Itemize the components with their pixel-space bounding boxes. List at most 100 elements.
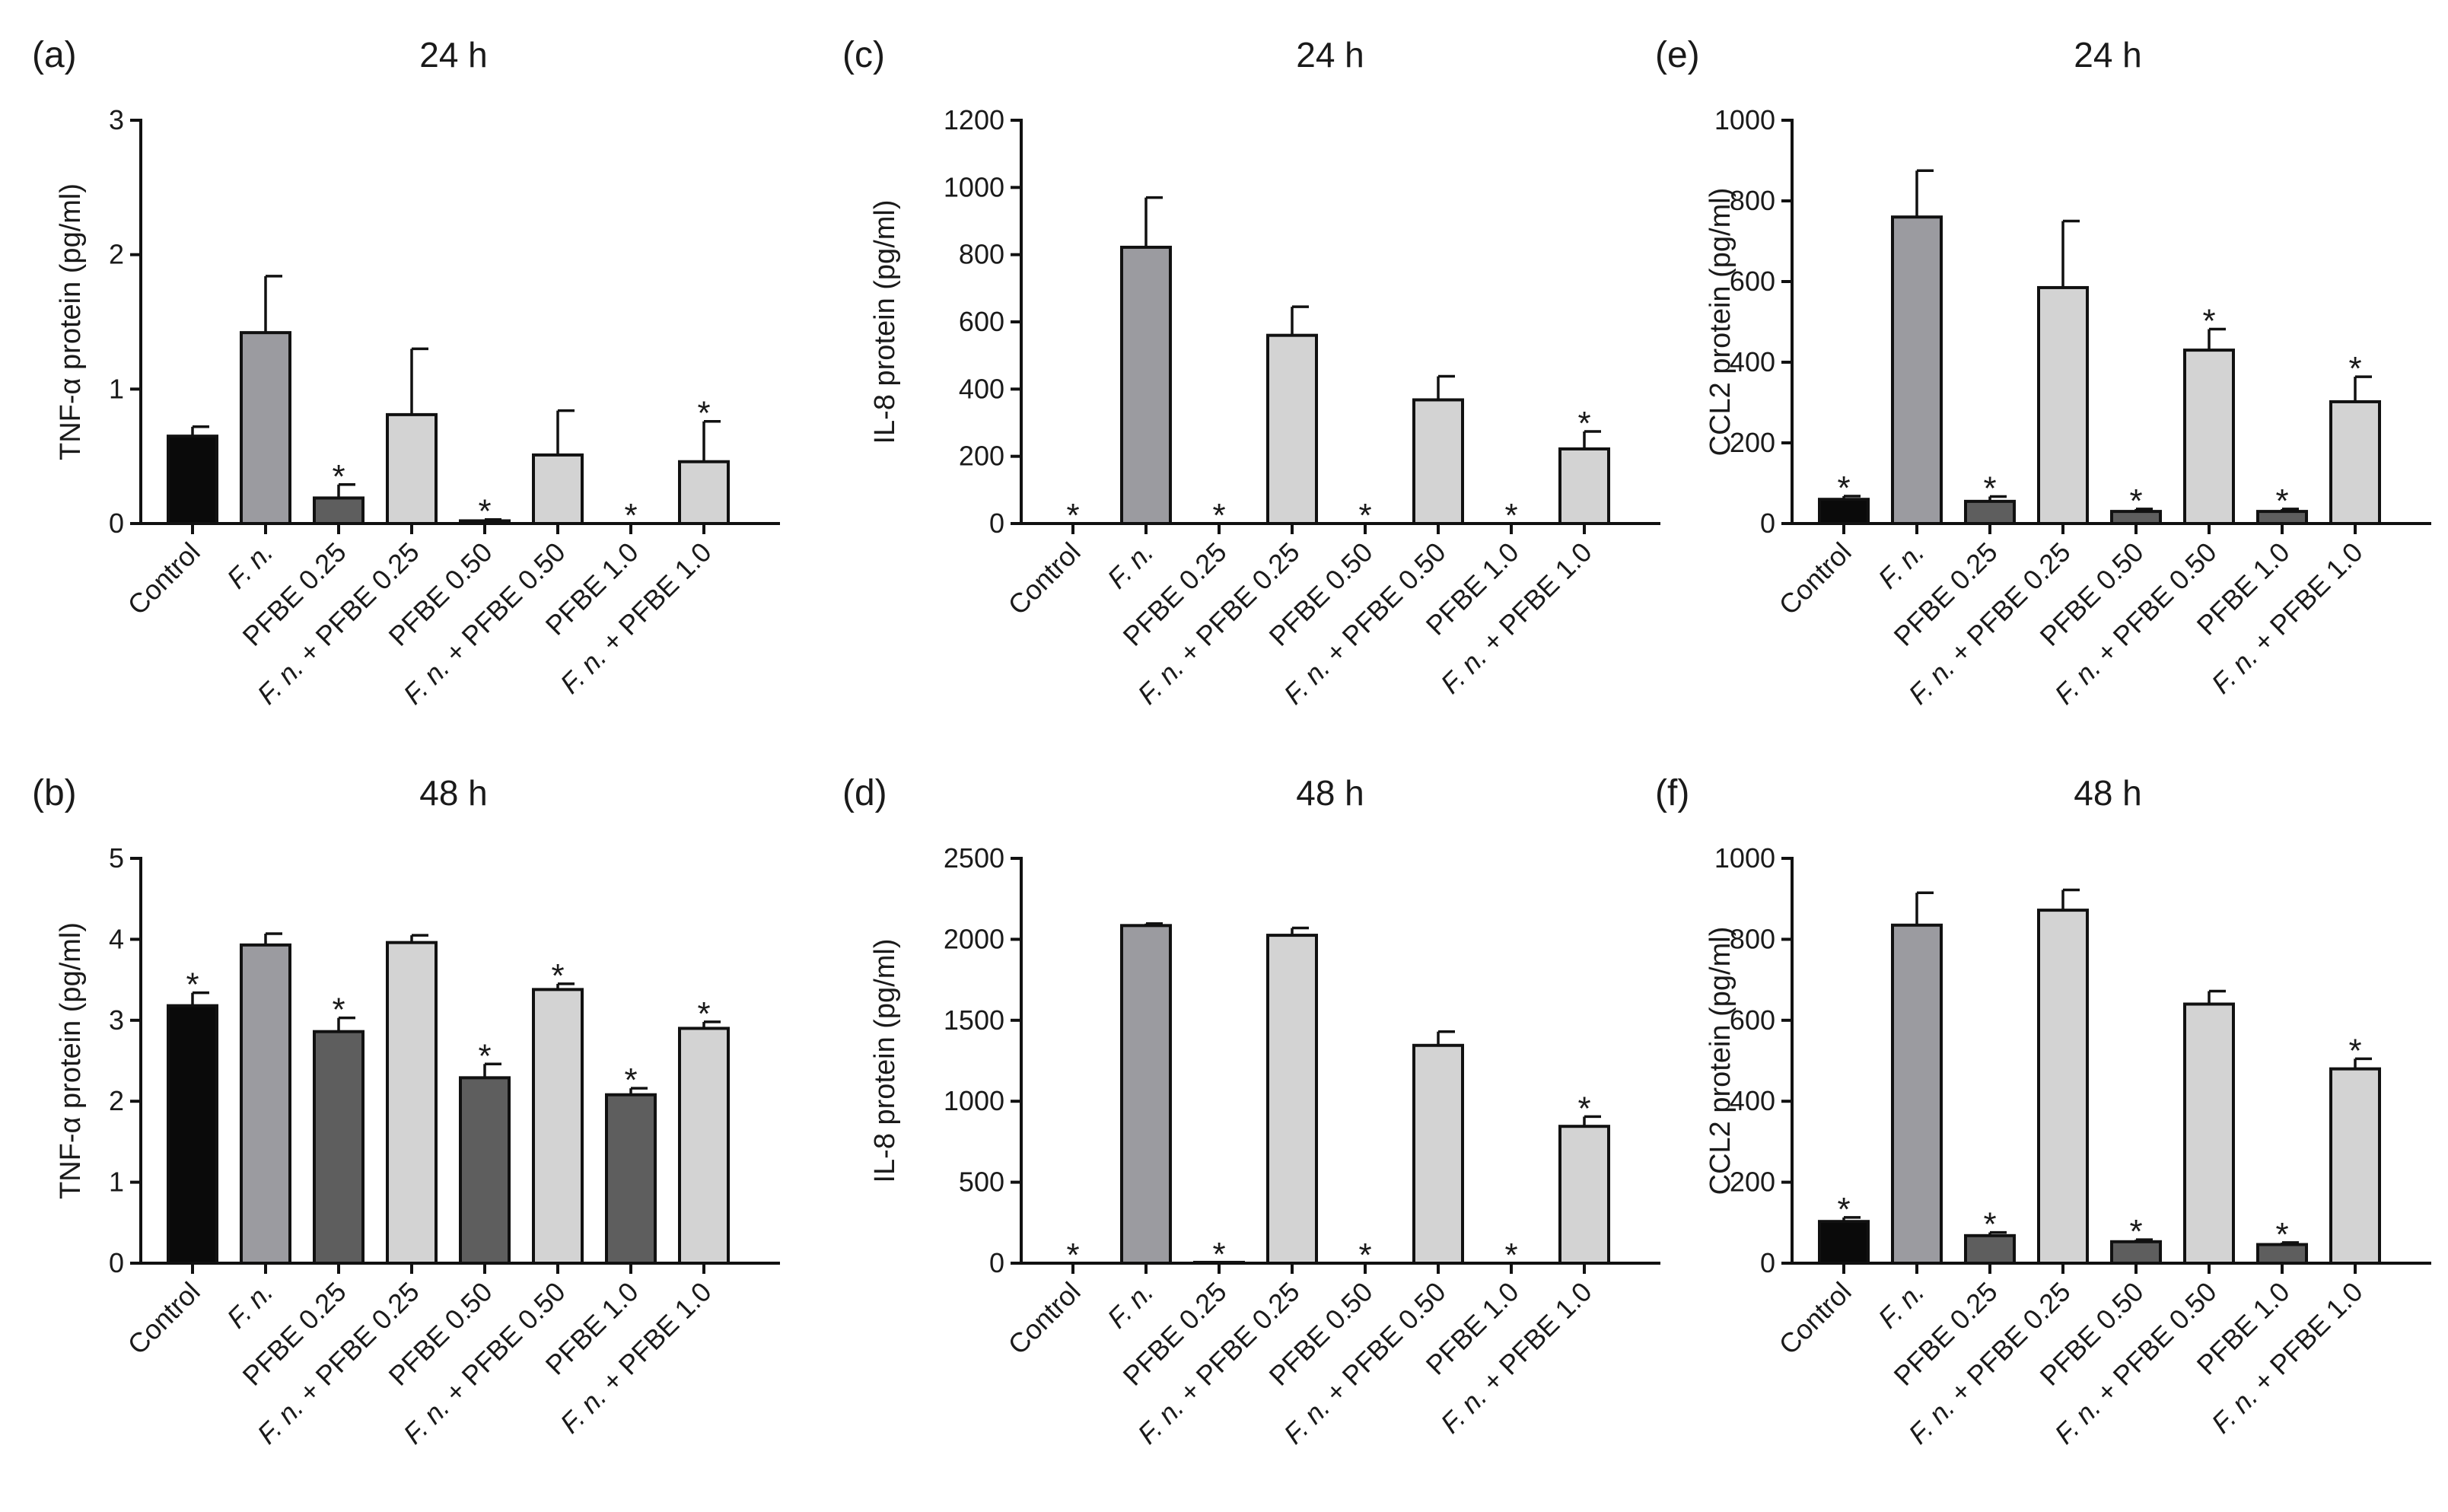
y-axis-title: IL-8 protein (pg/ml) <box>869 199 901 444</box>
x-tick-label: F. n. <box>1872 536 1931 595</box>
chart-title: 48 h <box>2074 773 2142 813</box>
x-tick-label: F. n. <box>1101 1276 1160 1335</box>
y-axis-title: CCL2 protein (pg/ml) <box>1705 188 1737 457</box>
significance-star: * <box>1983 470 1996 507</box>
x-tick-label: F. n. <box>221 1276 279 1335</box>
significance-star: * <box>1577 405 1590 442</box>
bar-b-5 <box>532 988 584 1265</box>
bar-d-2 <box>1193 1260 1245 1265</box>
significance-star: * <box>1358 1237 1371 1274</box>
y-axis-title: TNF-α protein (pg/ml) <box>55 183 87 460</box>
bar-b-6 <box>605 1093 657 1265</box>
bar-c-5 <box>1412 398 1464 526</box>
significance-star: * <box>1837 1191 1850 1228</box>
panel-label: (c) <box>842 35 885 75</box>
bar-b-2 <box>313 1030 364 1265</box>
y-tick-label: 0 <box>989 1247 1004 1278</box>
significance-star: * <box>2275 1216 2288 1253</box>
significance-star: * <box>2348 1032 2361 1069</box>
significance-star: * <box>697 995 710 1033</box>
y-tick-label: 1000 <box>1714 842 1775 874</box>
y-tick-label: 1000 <box>1714 104 1775 135</box>
bar-f-3 <box>2037 909 2089 1265</box>
x-tick-label: F. n. <box>1872 1276 1931 1335</box>
chart-title: 48 h <box>419 773 488 813</box>
bar-a-7 <box>678 460 730 526</box>
x-tick-label: Control <box>1773 1276 1857 1361</box>
bar-c-1 <box>1120 245 1172 525</box>
significance-star: * <box>478 1037 491 1074</box>
y-tick-label: 1 <box>109 373 124 404</box>
y-tick-label: 800 <box>959 239 1004 270</box>
y-tick-label: 400 <box>1730 346 1775 377</box>
y-tick-label: 600 <box>959 306 1004 337</box>
bar-e-3 <box>2037 285 2089 525</box>
significance-star: * <box>2202 303 2215 340</box>
bar-f-7 <box>2329 1067 2381 1265</box>
significance-star: * <box>1504 1237 1517 1274</box>
y-tick-label: 500 <box>959 1167 1004 1198</box>
bar-b-3 <box>386 941 438 1265</box>
bar-c-7 <box>1558 447 1610 526</box>
x-tick-label: Control <box>122 1276 206 1361</box>
bar-e-1 <box>1891 215 1943 525</box>
chart-panel-b: (b) 48 h TNF-α protein (pg/ml) 0 1 2 3 4 5 * Contr… <box>32 773 780 1450</box>
y-tick-label: 2 <box>109 1085 124 1116</box>
y-tick-label: 1500 <box>944 1004 1004 1036</box>
significance-star: * <box>551 957 564 995</box>
significance-star: * <box>1212 1236 1225 1273</box>
x-tick-label: F. n. <box>1101 536 1160 595</box>
y-tick-label: 1000 <box>944 1085 1004 1116</box>
y-axis-title: IL-8 protein (pg/ml) <box>869 938 901 1183</box>
significance-star: * <box>478 493 491 530</box>
y-tick-label: 0 <box>109 508 124 539</box>
significance-star: * <box>1504 497 1517 534</box>
y-tick-label: 1200 <box>944 104 1004 135</box>
significance-star: * <box>332 458 345 495</box>
y-tick-label: 2000 <box>944 923 1004 954</box>
bar-d-1 <box>1120 924 1172 1265</box>
bar-e-0 <box>1818 498 1870 526</box>
chart-title: 24 h <box>1296 35 1364 75</box>
significance-star: * <box>2129 1213 2142 1250</box>
bar-d-3 <box>1266 934 1318 1265</box>
y-tick-label: 3 <box>109 1004 124 1036</box>
y-tick-label: 200 <box>1730 1167 1775 1198</box>
x-tick-label: Control <box>122 536 206 621</box>
panel-label: (a) <box>32 35 77 75</box>
significance-star: * <box>332 992 345 1029</box>
panel-label: (e) <box>1655 35 1700 75</box>
y-tick-label: 2 <box>109 239 124 270</box>
significance-star: * <box>1358 497 1371 534</box>
y-tick-label: 600 <box>1730 266 1775 297</box>
panel-label: (f) <box>1655 773 1689 813</box>
x-tick-label: F. n. <box>221 536 279 595</box>
y-tick-label: 0 <box>989 508 1004 539</box>
x-tick-label: Control <box>1773 536 1857 621</box>
y-axis-title: TNF-α protein (pg/ml) <box>55 922 87 1199</box>
chart-title: 24 h <box>2074 35 2142 75</box>
significance-star: * <box>1577 1090 1590 1127</box>
bar-f-4 <box>2110 1240 2162 1265</box>
significance-star: * <box>2348 350 2361 387</box>
x-tick-label: Control <box>1002 1276 1087 1361</box>
bar-e-5 <box>2183 349 2235 525</box>
chart-panel-f: (f) 48 h CCL2 protein (pg/ml) 0 200 400 600 800… <box>1655 773 2431 1450</box>
chart-panel-a: (a) 24 h TNF-α protein (pg/ml) 0 1 2 3 Control F… <box>32 35 780 710</box>
significance-star: * <box>2275 482 2288 520</box>
y-tick-label: 400 <box>959 373 1004 404</box>
y-tick-label: 1 <box>109 1167 124 1198</box>
y-tick-label: 4 <box>109 923 124 954</box>
chart-panel-d: (d) 48 h IL-8 protein (pg/ml) 0 500 1000 1500 2… <box>842 773 1660 1450</box>
y-tick-label: 2500 <box>944 842 1004 874</box>
bar-a-1 <box>240 331 291 525</box>
chart-title: 48 h <box>1296 773 1364 813</box>
significance-star: * <box>186 966 199 1004</box>
significance-star: * <box>2129 482 2142 520</box>
x-tick-label: Control <box>1002 536 1087 621</box>
bar-f-1 <box>1891 923 1943 1265</box>
bar-b-0 <box>167 1004 218 1265</box>
chart-title: 24 h <box>419 35 488 75</box>
y-tick-label: 200 <box>1730 427 1775 458</box>
